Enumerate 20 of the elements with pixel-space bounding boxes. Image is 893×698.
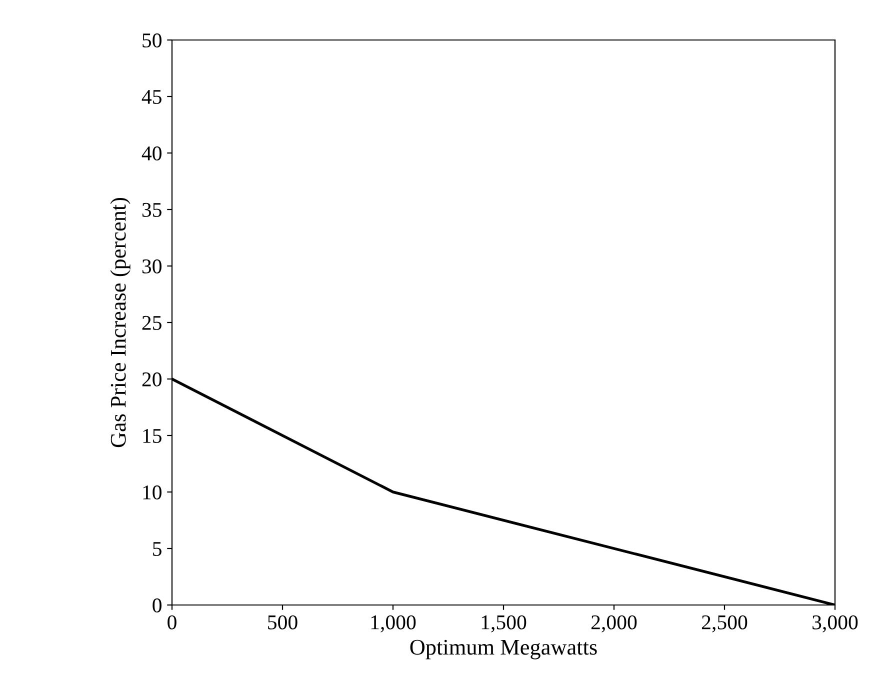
y-tick-label: 15 xyxy=(143,428,162,443)
y-tick-label: 0 xyxy=(152,598,162,612)
x-tick-label: 3,000 xyxy=(812,615,858,632)
y-tick-label: 20 xyxy=(142,372,162,386)
y-tick-label: 25 xyxy=(142,316,162,330)
y-tick-label: 30 xyxy=(142,259,162,274)
x-tick-label: 2,500 xyxy=(702,615,748,632)
x-tick-label: 0 xyxy=(168,615,176,630)
y-axis-title: Gas Price Increase (percent) xyxy=(110,198,130,448)
x-tick-label: 1,000 xyxy=(371,615,416,632)
x-tick-label: 1,500 xyxy=(482,615,526,632)
y-tick-label: 50 xyxy=(142,33,162,48)
y-tick-label: 40 xyxy=(142,146,162,160)
y-tick-label: 45 xyxy=(142,90,162,104)
x-tick-label: 2,000 xyxy=(591,615,637,632)
y-tick-label: 5 xyxy=(153,542,162,556)
x-axis-title: Optimum Megawatts xyxy=(410,640,597,660)
y-tick-label: 35 xyxy=(142,202,162,217)
y-tick-label: 10 xyxy=(143,485,162,500)
x-tick-label: 500 xyxy=(268,615,298,630)
